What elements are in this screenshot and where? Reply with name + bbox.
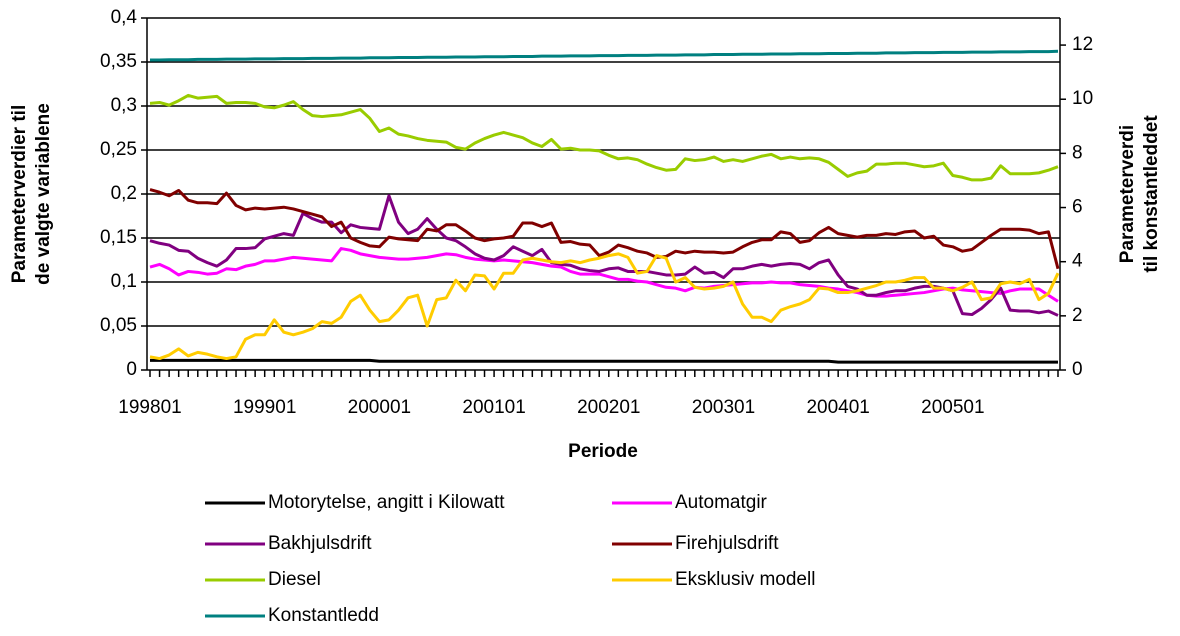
series-line <box>149 194 1059 317</box>
series-line <box>150 49 1059 62</box>
y2-tick-label: 6 <box>1072 197 1083 218</box>
x-tick-label: 200501 <box>921 397 984 418</box>
y-tick-label: 0 <box>126 359 137 380</box>
y2-tick-label: 10 <box>1072 88 1093 109</box>
x-tick-label: 200301 <box>692 397 755 418</box>
y2-tick-label: 12 <box>1072 34 1093 55</box>
y-tick-label: 0,05 <box>100 315 137 336</box>
x-tick-label: 199901 <box>233 397 296 418</box>
legend-label: Motorytelse, angitt i Kilowatt <box>268 492 505 513</box>
y2-tick-label: 4 <box>1072 251 1083 272</box>
series-line <box>149 252 1060 361</box>
x-tick-label: 200401 <box>806 397 869 418</box>
y-tick-label: 0,35 <box>100 51 137 72</box>
series-line <box>149 188 1060 270</box>
y2-axis-label: Parameterverdi til konstantleddet <box>1117 115 1162 273</box>
series-line <box>149 247 1059 303</box>
y-tick-label: 0,2 <box>111 183 137 204</box>
y-tick-label: 0,3 <box>111 95 137 116</box>
x-tick-label: 200001 <box>348 397 411 418</box>
legend-label: Bakhjulsdrift <box>268 533 372 554</box>
y-tick-label: 0,4 <box>111 7 138 28</box>
x-tick-label: 200101 <box>462 397 525 418</box>
legend-label: Konstantledd <box>268 605 379 626</box>
series-line <box>149 93 1059 182</box>
x-axis-label: Periode <box>568 441 638 462</box>
legend-label: Eksklusiv modell <box>675 569 815 590</box>
legend-label: Diesel <box>268 569 321 590</box>
x-tick-label: 199801 <box>118 397 181 418</box>
y2-tick-label: 2 <box>1072 305 1083 326</box>
y-tick-label: 0,25 <box>100 139 137 160</box>
x-tick-label: 200201 <box>577 397 640 418</box>
y2-tick-label: 0 <box>1072 359 1083 380</box>
y-tick-label: 0,1 <box>111 271 137 292</box>
legend-label: Firehjulsdrift <box>675 533 779 554</box>
y2-tick-label: 8 <box>1072 142 1083 163</box>
y-axis-label: Parameterverdier til de valgte variablene <box>9 103 54 285</box>
y-tick-label: 0,15 <box>100 227 137 248</box>
series-line <box>150 358 1058 364</box>
legend-label: Automatgir <box>675 492 768 513</box>
